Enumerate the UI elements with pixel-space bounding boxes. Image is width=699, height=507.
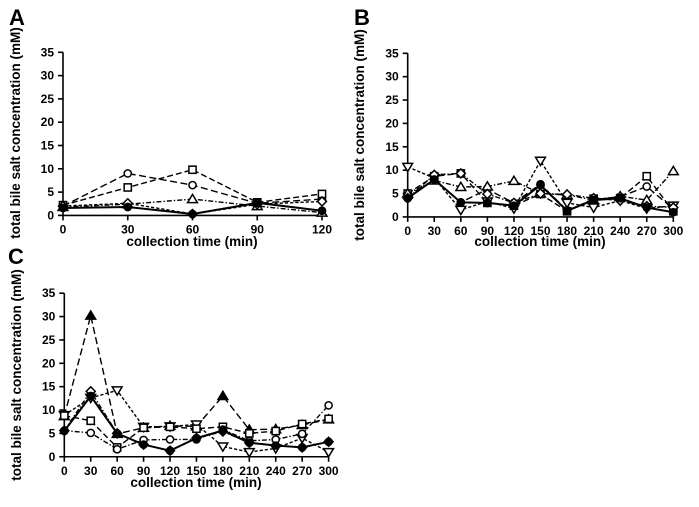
svg-text:270: 270 — [292, 464, 312, 478]
svg-text:5: 5 — [47, 185, 54, 199]
svg-text:total bile salt concentration: total bile salt concentration (mM) — [9, 269, 24, 481]
svg-text:300: 300 — [319, 464, 339, 478]
svg-text:0: 0 — [404, 224, 411, 238]
svg-text:240: 240 — [266, 464, 286, 478]
svg-text:5: 5 — [392, 187, 399, 201]
svg-text:30: 30 — [428, 224, 442, 238]
svg-text:240: 240 — [610, 224, 630, 238]
svg-text:30: 30 — [385, 70, 399, 84]
svg-text:35: 35 — [42, 286, 56, 300]
svg-text:270: 270 — [637, 224, 657, 238]
svg-text:total bile salt concentration: total bile salt concentration (mM) — [352, 29, 367, 241]
svg-text:180: 180 — [557, 224, 577, 238]
svg-text:120: 120 — [312, 222, 332, 236]
svg-text:0: 0 — [47, 208, 54, 222]
svg-text:35: 35 — [385, 46, 399, 60]
svg-text:180: 180 — [213, 464, 233, 478]
svg-text:20: 20 — [385, 116, 399, 130]
svg-text:150: 150 — [530, 224, 550, 238]
svg-text:B: B — [354, 5, 370, 30]
svg-text:25: 25 — [42, 333, 56, 347]
svg-text:210: 210 — [584, 224, 604, 238]
svg-text:60: 60 — [186, 222, 200, 236]
svg-text:35: 35 — [41, 45, 55, 59]
svg-text:15: 15 — [385, 140, 399, 154]
svg-text:30: 30 — [84, 464, 98, 478]
svg-text:210: 210 — [239, 464, 259, 478]
svg-text:0: 0 — [392, 210, 399, 224]
svg-text:30: 30 — [41, 69, 55, 83]
svg-text:90: 90 — [251, 222, 265, 236]
svg-text:90: 90 — [137, 464, 151, 478]
svg-text:15: 15 — [42, 380, 56, 394]
svg-text:total bile salt concentration: total bile salt concentration (mM) — [8, 27, 23, 239]
svg-text:60: 60 — [454, 224, 468, 238]
svg-text:0: 0 — [49, 450, 56, 464]
svg-text:C: C — [8, 244, 24, 269]
svg-text:0: 0 — [61, 464, 68, 478]
svg-text:60: 60 — [110, 464, 124, 478]
svg-text:10: 10 — [41, 162, 55, 176]
svg-text:25: 25 — [385, 93, 399, 107]
svg-text:30: 30 — [121, 222, 135, 236]
svg-text:A: A — [9, 5, 25, 30]
svg-text:120: 120 — [160, 464, 180, 478]
svg-text:10: 10 — [42, 403, 56, 417]
svg-text:20: 20 — [41, 115, 55, 129]
svg-text:0: 0 — [60, 222, 67, 236]
svg-text:10: 10 — [385, 163, 399, 177]
svg-text:25: 25 — [41, 92, 55, 106]
svg-text:120: 120 — [504, 224, 524, 238]
svg-text:15: 15 — [41, 139, 55, 153]
svg-text:30: 30 — [42, 310, 56, 324]
svg-text:20: 20 — [42, 356, 56, 370]
svg-text:300: 300 — [663, 224, 683, 238]
svg-text:5: 5 — [49, 426, 56, 440]
svg-text:150: 150 — [186, 464, 206, 478]
svg-text:90: 90 — [481, 224, 495, 238]
